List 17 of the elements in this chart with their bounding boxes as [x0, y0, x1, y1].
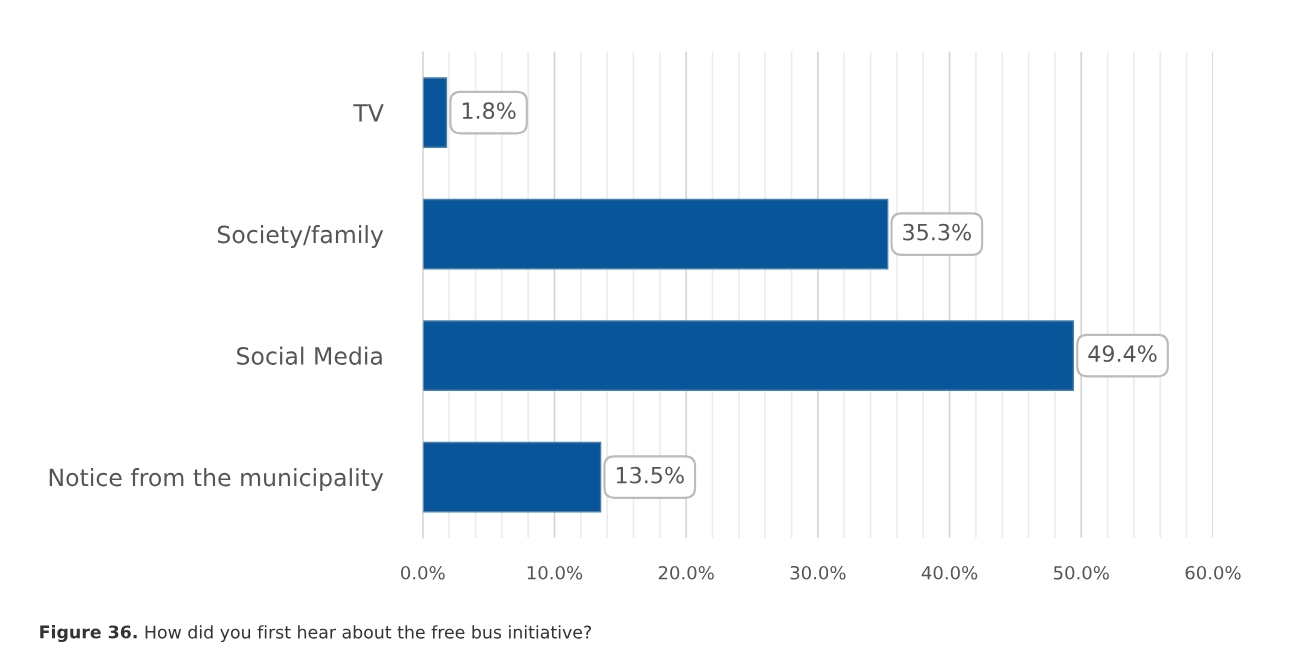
y-tick-label: TV	[353, 104, 384, 122]
x-tick-label: 20.0%	[658, 565, 714, 580]
y-tick-label: Notice from the municipality	[49, 468, 384, 491]
data-label: 1.8%	[462, 102, 516, 120]
x-tick-label: 60.0%	[1185, 565, 1241, 580]
x-tick-label: 40.0%	[921, 565, 978, 580]
data-label: 35.3%	[903, 223, 971, 241]
data-label: 49.4%	[1088, 345, 1157, 363]
y-tick-label: Social Media	[237, 346, 382, 365]
x-tick-label: 30.0%	[790, 565, 846, 580]
x-tick-label: 0.0%	[401, 565, 445, 580]
data-label: 13.5%	[616, 466, 684, 484]
y-tick-label: Society/family	[217, 225, 384, 248]
caption: Figure 36.	[40, 625, 137, 643]
x-tick-label: 10.0%	[527, 565, 583, 580]
text: How did you first hear about the free bus initiative?	[145, 625, 591, 643]
x-tick-label: 50.0%	[1053, 565, 1109, 580]
